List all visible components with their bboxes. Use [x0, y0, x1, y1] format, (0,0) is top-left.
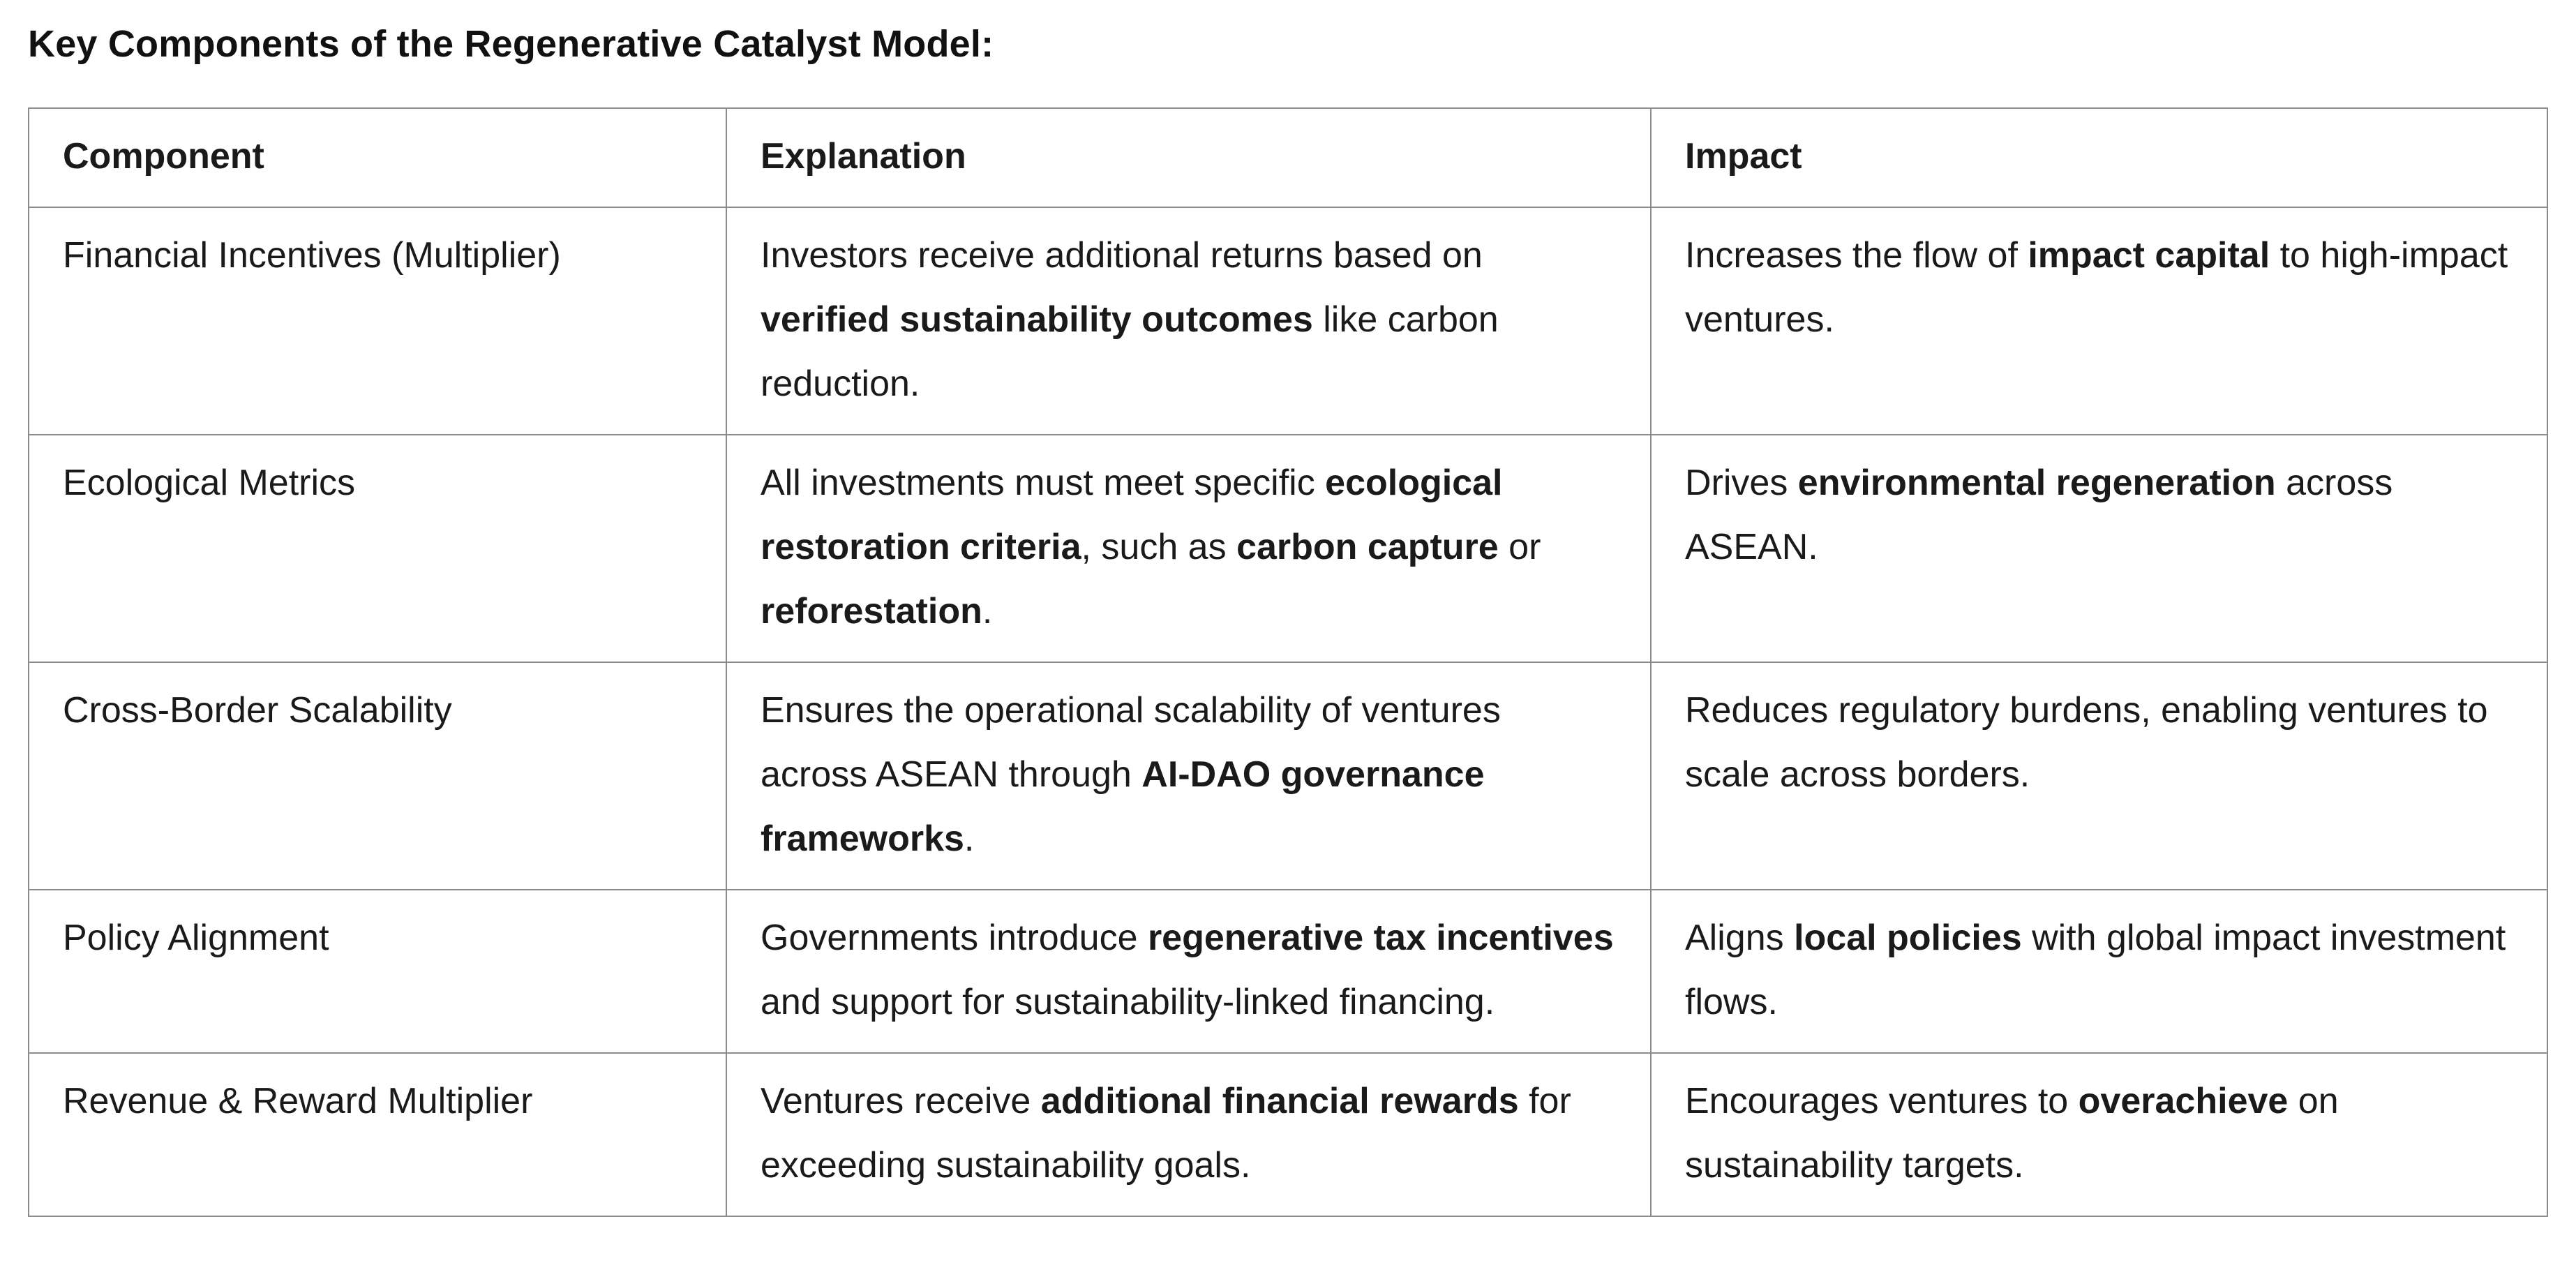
explanation-cell: Governments introduce regenerative tax i… — [726, 889, 1652, 1054]
key-components-table: Component Explanation Impact Financial I… — [28, 107, 2548, 1218]
component-cell: Cross-Border Scalability — [28, 662, 727, 891]
table-row: Revenue & Reward Multiplier Ventures rec… — [28, 1052, 2548, 1218]
explanation-cell: All investments must meet specific ecolo… — [726, 434, 1652, 664]
impact-cell: Encourages ventures to overachieve on su… — [1650, 1052, 2548, 1218]
column-header-component: Component — [28, 107, 727, 209]
table-body: Financial Incentives (Multiplier) Invest… — [28, 207, 2548, 1218]
impact-cell: Reduces regulatory burdens, enabling ven… — [1650, 662, 2548, 891]
table-row: Financial Incentives (Multiplier) Invest… — [28, 207, 2548, 436]
column-header-explanation: Explanation — [726, 107, 1652, 209]
explanation-cell: Ensures the operational scalability of v… — [726, 662, 1652, 891]
column-header-impact: Impact — [1650, 107, 2548, 209]
explanation-cell: Investors receive additional returns bas… — [726, 207, 1652, 436]
component-cell: Ecological Metrics — [28, 434, 727, 664]
table-row: Ecological Metrics All investments must … — [28, 434, 2548, 664]
table-row: Cross-Border Scalability Ensures the ope… — [28, 662, 2548, 891]
document-page: Key Components of the Regenerative Catal… — [28, 20, 2548, 1218]
component-cell: Financial Incentives (Multiplier) — [28, 207, 727, 436]
explanation-cell: Ventures receive additional financial re… — [726, 1052, 1652, 1218]
component-cell: Policy Alignment — [28, 889, 727, 1054]
header-row: Component Explanation Impact — [28, 107, 2548, 209]
table-header: Component Explanation Impact — [28, 107, 2548, 209]
component-cell: Revenue & Reward Multiplier — [28, 1052, 727, 1218]
impact-cell: Aligns local policies with global impact… — [1650, 889, 2548, 1054]
impact-cell: Increases the flow of impact capital to … — [1650, 207, 2548, 436]
table-row: Policy Alignment Governments introduce r… — [28, 889, 2548, 1054]
impact-cell: Drives environmental regeneration across… — [1650, 434, 2548, 664]
page-title: Key Components of the Regenerative Catal… — [28, 23, 994, 65]
